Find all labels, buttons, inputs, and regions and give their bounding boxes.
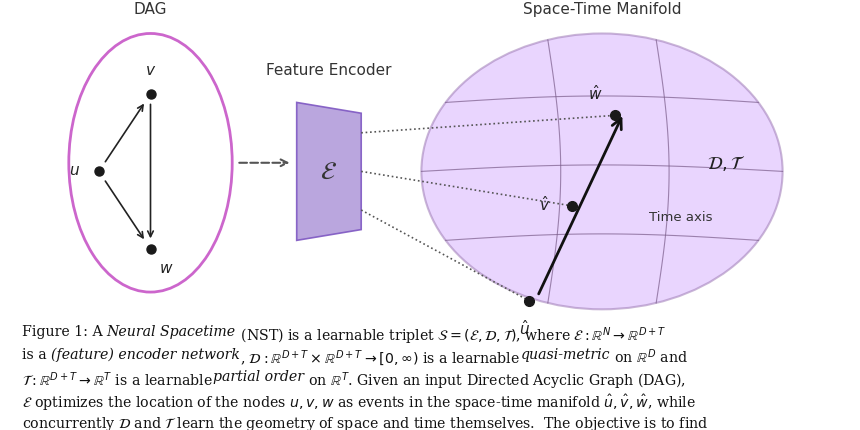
Text: $\mathcal{E}$ optimizes the location of the nodes $u, v, w$ as events in the spa: $\mathcal{E}$ optimizes the location of … — [22, 392, 696, 412]
Text: (feature) encoder network: (feature) encoder network — [51, 347, 239, 361]
Text: $u$: $u$ — [69, 163, 80, 177]
Text: Space-Time Manifold: Space-Time Manifold — [523, 2, 681, 17]
Text: $\mathcal{T} : \mathbb{R}^{D+T} \rightarrow \mathbb{R}^T$ is a learnable: $\mathcal{T} : \mathbb{R}^{D+T} \rightar… — [22, 369, 213, 388]
Text: $w$: $w$ — [159, 260, 174, 275]
Polygon shape — [297, 103, 361, 241]
Text: partial order: partial order — [213, 369, 304, 383]
Text: (NST) is a learnable triplet $\mathcal{S} = (\mathcal{E}, \mathcal{D}, \mathcal{: (NST) is a learnable triplet $\mathcal{S… — [236, 325, 666, 346]
Text: $\hat{w}$: $\hat{w}$ — [587, 84, 602, 103]
Text: $\hat{u}$: $\hat{u}$ — [519, 318, 530, 337]
Text: , $\mathcal{D} : \mathbb{R}^{D+T} \times \mathbb{R}^{D+T} \rightarrow [0, \infty: , $\mathcal{D} : \mathbb{R}^{D+T} \times… — [239, 347, 520, 367]
Ellipse shape — [421, 34, 783, 310]
Text: on $\mathbb{R}^D$ and: on $\mathbb{R}^D$ and — [610, 347, 688, 366]
Text: $\mathcal{E}$: $\mathcal{E}$ — [321, 160, 337, 184]
Text: on $\mathbb{R}^T$. Given an input Directed Acyclic Graph (DAG),: on $\mathbb{R}^T$. Given an input Direct… — [304, 369, 686, 391]
Text: DAG: DAG — [134, 2, 167, 17]
Text: $\hat{v}$: $\hat{v}$ — [539, 195, 550, 214]
Text: $v$: $v$ — [144, 62, 157, 77]
Text: Time axis: Time axis — [649, 211, 713, 224]
Text: Figure 1: A: Figure 1: A — [22, 325, 107, 338]
Text: is a: is a — [22, 347, 51, 361]
Text: $\mathcal{D}, \mathcal{T}$: $\mathcal{D}, \mathcal{T}$ — [707, 154, 746, 173]
Text: Neural Spacetime: Neural Spacetime — [107, 325, 236, 338]
Text: quasi-metric: quasi-metric — [520, 347, 610, 361]
Text: concurrently $\mathcal{D}$ and $\mathcal{T}$ learn the geometry of space and tim: concurrently $\mathcal{D}$ and $\mathcal… — [22, 414, 708, 430]
Text: Feature Encoder: Feature Encoder — [267, 62, 391, 77]
